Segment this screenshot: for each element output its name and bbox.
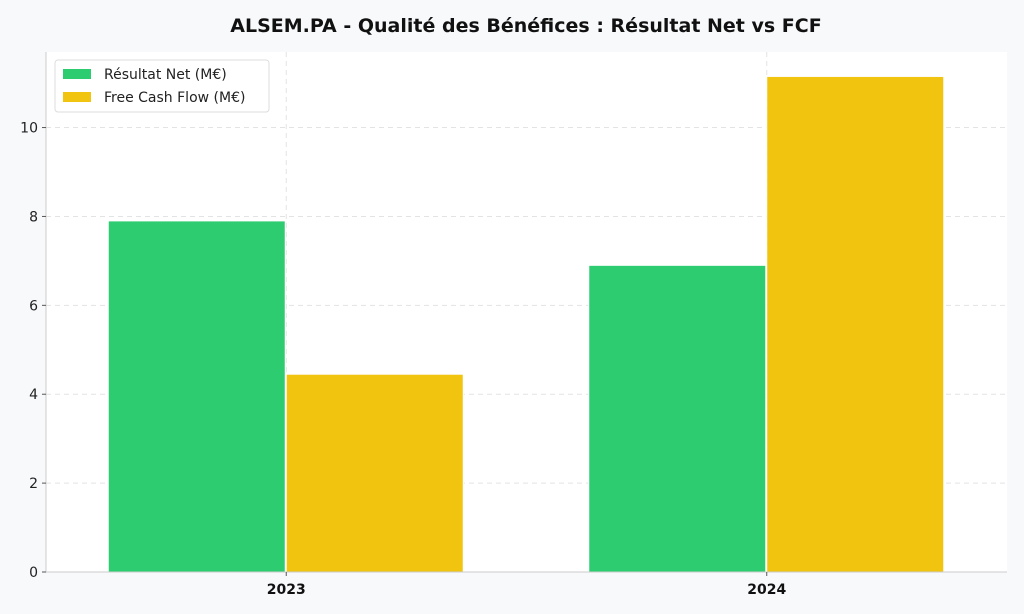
legend[interactable]: Résultat Net (M€) Free Cash Flow (M€) [54, 59, 270, 113]
legend-label-free-cash-flow: Free Cash Flow (M€) [104, 90, 245, 106]
x-axis-ticks: 2023 2024 [267, 572, 786, 598]
legend-label-net-income: Résultat Net (M€) [104, 67, 227, 83]
y-tick-label: 6 [29, 298, 38, 314]
y-tick-label: 8 [29, 209, 38, 225]
x-tick-label-2023: 2023 [267, 582, 306, 598]
y-tick-label: 10 [20, 121, 38, 137]
y-tick-label: 4 [29, 387, 38, 403]
y-tick-label: 2 [29, 476, 38, 492]
axes [45, 52, 1007, 573]
bar-free-cash-flow-2023[interactable] [285, 373, 464, 573]
bars [107, 75, 945, 573]
chart-title: ALSEM.PA - Qualité des Bénéfices : Résul… [230, 15, 821, 37]
legend-swatch-net-income [63, 69, 91, 79]
y-axis-ticks: 0 2 4 6 8 10 [20, 121, 46, 581]
x-tick-label-2024: 2024 [747, 582, 786, 598]
legend-box [54, 59, 270, 113]
bar-net-income-2023[interactable] [107, 220, 286, 573]
y-tick-label: 0 [29, 565, 38, 581]
bar-free-cash-flow-2024[interactable] [766, 75, 945, 573]
bar-net-income-2024[interactable] [588, 264, 767, 573]
legend-swatch-free-cash-flow [63, 92, 91, 102]
